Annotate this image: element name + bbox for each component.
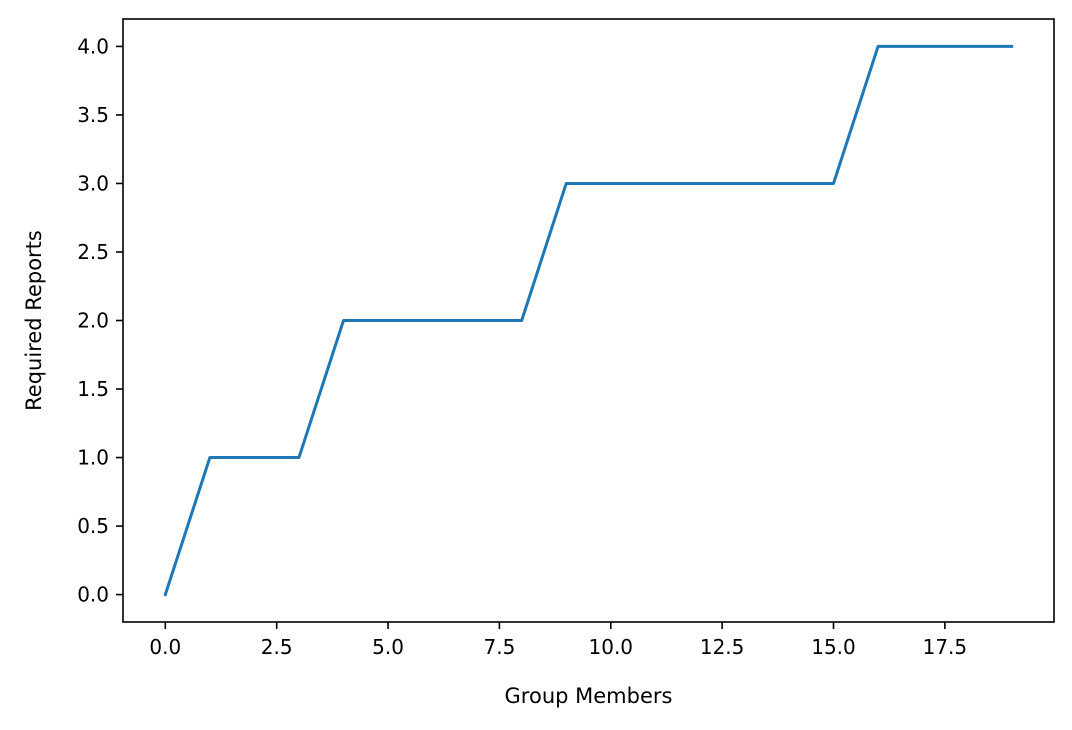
x-axis-ticks: 0.0 2.5 5.0 7.5 10.0 12.5 15.0 17.5	[149, 622, 967, 659]
x-tick-label: 17.5	[923, 635, 968, 659]
x-tick-label: 2.5	[261, 635, 293, 659]
y-tick-label: 0.5	[77, 514, 109, 538]
x-tick-label: 12.5	[700, 635, 745, 659]
y-tick-label: 3.5	[77, 103, 109, 127]
y-tick-label: 0.0	[77, 583, 109, 607]
y-tick-label: 2.5	[77, 240, 109, 264]
series-line	[163, 44, 1014, 597]
x-tick-label: 5.0	[372, 635, 404, 659]
y-tick-label: 1.5	[77, 377, 109, 401]
y-tick-label: 2.0	[77, 309, 109, 333]
plot-frame	[122, 18, 1055, 623]
y-axis-ticks: 0.0 0.5 1.0 1.5 2.0 2.5 3.0 3.5 4.0	[77, 34, 123, 607]
x-axis-label: Group Members	[505, 684, 673, 708]
x-tick-label: 10.0	[589, 635, 634, 659]
series-layer	[163, 44, 1014, 597]
y-tick-label: 4.0	[77, 34, 109, 58]
x-tick-label: 15.0	[811, 635, 856, 659]
y-tick-label: 3.0	[77, 171, 109, 195]
y-tick-label: 1.0	[77, 446, 109, 470]
y-axis-label: Required Reports	[22, 230, 46, 411]
x-tick-label: 7.5	[484, 635, 516, 659]
x-tick-label: 0.0	[149, 635, 181, 659]
